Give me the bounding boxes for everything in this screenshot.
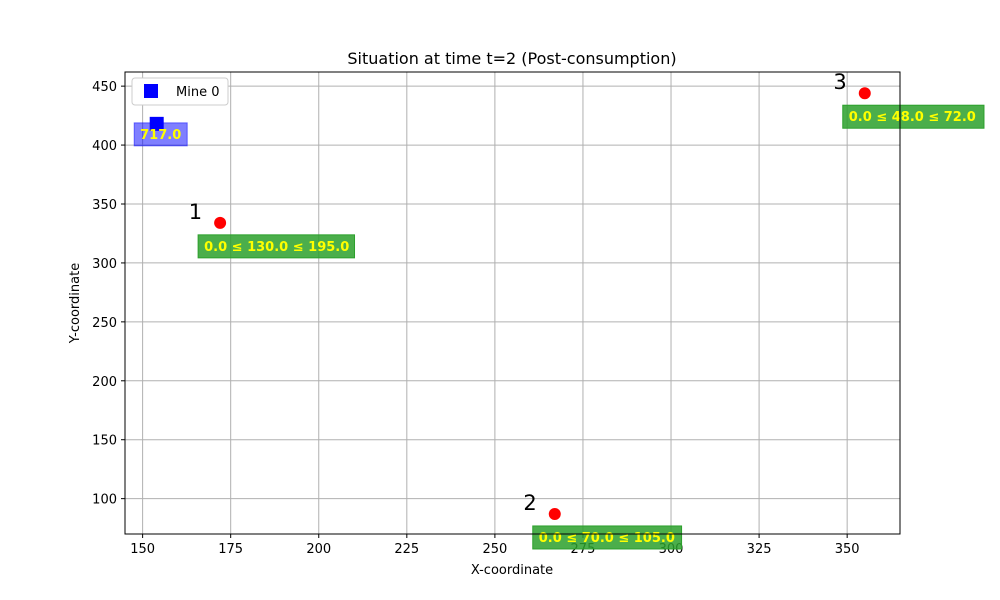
- y-tick-label: 100: [92, 493, 117, 508]
- customer-range-box: [197, 234, 356, 259]
- customer-range-label: 0.0 ≤ 70.0 ≤ 105.0: [539, 531, 675, 546]
- y-tick-label: 150: [92, 434, 117, 449]
- y-tick-label: 350: [92, 198, 117, 213]
- customer-point: [548, 507, 561, 520]
- legend: Mine 0: [131, 77, 229, 106]
- customer-point: [858, 87, 871, 100]
- customer-range-box: [842, 104, 985, 129]
- legend-label-mine-0: Mine 0: [176, 85, 219, 100]
- legend-mine-square-icon: [144, 84, 158, 98]
- x-tick-label: 150: [130, 542, 155, 557]
- x-tick-label: 325: [747, 542, 772, 557]
- customer-range-label: 0.0 ≤ 48.0 ≤ 72.0: [849, 110, 976, 125]
- y-tick-label: 250: [92, 316, 117, 331]
- y-tick-label: 300: [92, 257, 117, 272]
- x-tick-label: 175: [218, 542, 243, 557]
- x-axis-label: X-coordinate: [471, 563, 553, 578]
- y-tick-label: 200: [92, 375, 117, 390]
- y-tick-label: 400: [92, 139, 117, 154]
- customer-point: [214, 216, 227, 229]
- data-marks: 717.0 1 0.0 ≤ 130.0 ≤ 195.0 2 0.0 ≤ 70.0 ≤ 1…: [133, 70, 985, 550]
- grid: [125, 72, 900, 534]
- customer-id-label: 2: [523, 491, 536, 515]
- y-tick-label: 450: [92, 80, 117, 95]
- customer-range-box: [532, 525, 683, 550]
- x-tick-label: 225: [394, 542, 419, 557]
- x-tick-label: 350: [835, 542, 860, 557]
- customer-id-label: 3: [833, 70, 846, 94]
- mine-value-box: [133, 122, 188, 147]
- x-tick-label: 200: [306, 542, 331, 557]
- customer-id-label: 1: [189, 200, 202, 224]
- y-axis-label: Y-coordinate: [68, 263, 83, 344]
- customer-range-label: 0.0 ≤ 130.0 ≤ 195.0: [204, 240, 349, 255]
- mine-value-label: 717.0: [140, 128, 181, 143]
- chart-title: Situation at time t=2 (Post-consumption): [347, 49, 676, 68]
- plot-frame: [124, 71, 901, 535]
- x-tick-label: 250: [482, 542, 507, 557]
